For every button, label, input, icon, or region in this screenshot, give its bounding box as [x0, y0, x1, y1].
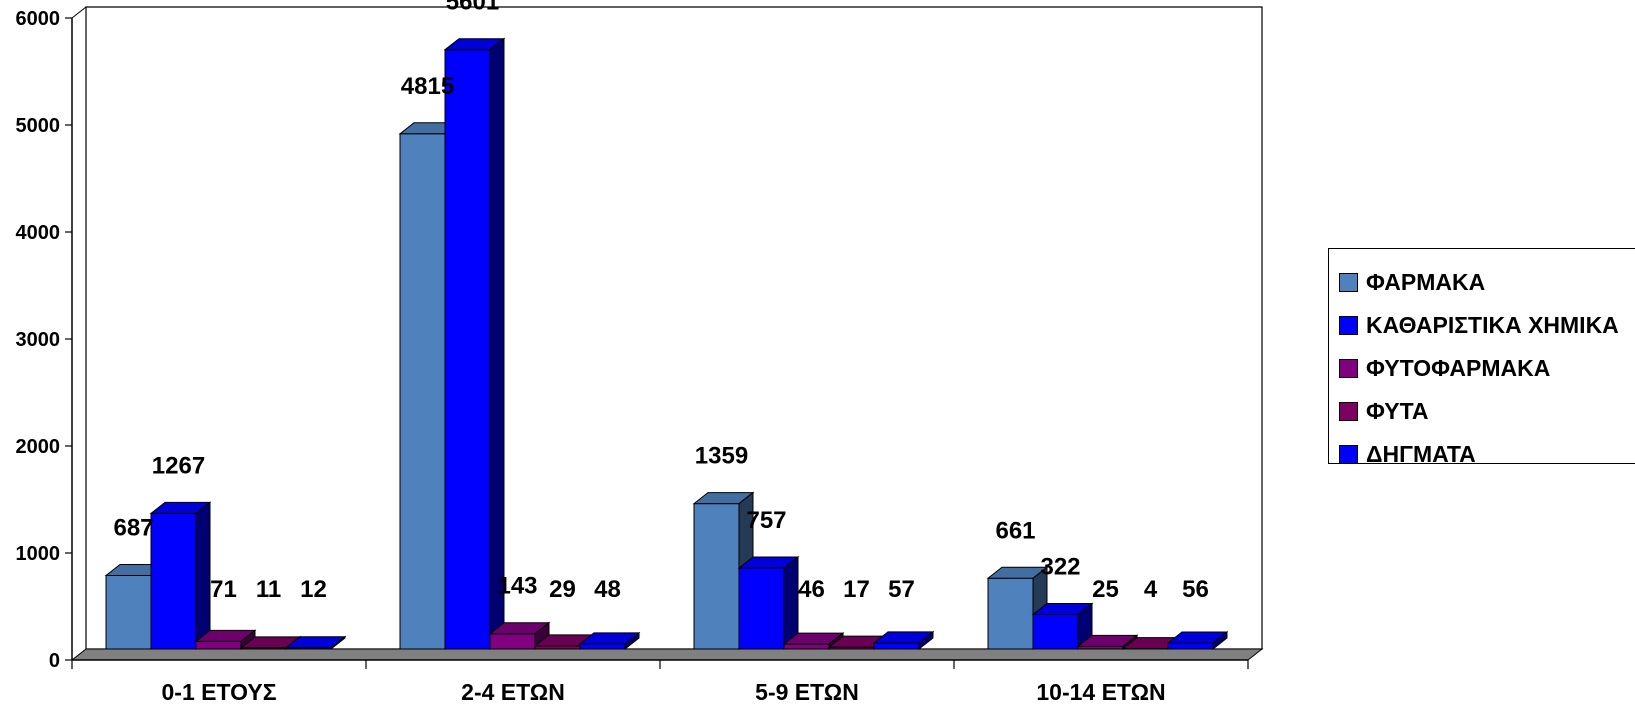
bar: [149, 501, 212, 651]
data-label: 1267: [152, 452, 205, 479]
legend-swatch: [1339, 445, 1358, 464]
bar: [872, 630, 935, 651]
bars: [104, 37, 1229, 651]
data-label: 143: [497, 573, 537, 600]
legend-swatch: [1339, 316, 1358, 335]
data-label: 322: [1040, 554, 1080, 581]
data-label: 56: [1182, 576, 1209, 603]
bar: [1031, 602, 1094, 651]
data-label: 57: [888, 576, 915, 603]
legend-swatch: [1339, 402, 1358, 421]
y-tick-label: 5000: [16, 115, 61, 137]
x-tick-label: 5-9 ΕΤΩΝ: [755, 679, 859, 705]
data-label: 4: [1144, 576, 1158, 603]
bar: [488, 621, 551, 651]
data-label: 11: [256, 576, 281, 603]
data-label: 661: [995, 517, 1035, 544]
bar: [737, 555, 800, 651]
data-label: 48: [594, 576, 621, 603]
legend-item: ΦΥΤΟΦΑΡΜΑΚΑ: [1339, 347, 1635, 390]
data-labels: 687 1267 71 11 12 4815 5601 143 29 48 1359 757 46 17 5…: [113, 0, 1208, 603]
legend-swatch: [1339, 273, 1358, 292]
x-tick-label: 2-4 ΕΤΩΝ: [461, 679, 565, 705]
data-label: 1359: [695, 443, 748, 470]
y-tick-label: 2000: [16, 436, 61, 458]
legend-item: ΔΗΓΜΑΤΑ: [1339, 433, 1635, 476]
data-label: 757: [746, 507, 786, 534]
bar: [1166, 630, 1229, 651]
data-label: 46: [798, 576, 825, 603]
bar: [284, 635, 347, 651]
data-label: 5601: [446, 0, 499, 16]
bar: [443, 37, 506, 651]
data-label: 71: [210, 576, 237, 603]
legend-label: ΚΑΘΑΡΙΣΤΙΚΑ ΧΗΜΙΚΑ: [1366, 312, 1619, 338]
data-label: 29: [549, 576, 576, 603]
data-label: 4815: [401, 73, 454, 100]
bar: [578, 631, 641, 651]
x-tick-label: 10-14 ΕΤΩΝ: [1036, 679, 1165, 705]
y-tick-label: 4000: [16, 222, 61, 244]
legend-item: ΦΥΤΑ: [1339, 390, 1635, 433]
chart-floor: [70, 6, 1264, 661]
y-tick-label: 6000: [16, 8, 61, 30]
y-tick-label: 1000: [16, 543, 61, 565]
y-tick-label: 3000: [16, 329, 61, 351]
axes: 0 1000 2000 3000 4000 5000 6000 0-1 ΕΤΟΥΣ 2-4 ΕΤ…: [16, 8, 1249, 705]
bar: [194, 629, 257, 651]
y-tick-label: 0: [49, 650, 60, 672]
legend-item: ΚΑΘΑΡΙΣΤΙΚΑ ΧΗΜΙΚΑ: [1339, 304, 1635, 347]
x-tick-label: 0-1 ΕΤΟΥΣ: [162, 679, 277, 705]
data-label: 687: [113, 514, 153, 541]
legend-label: ΦΑΡΜΑΚΑ: [1366, 269, 1486, 295]
data-label: 25: [1092, 576, 1119, 603]
data-label: 17: [843, 576, 870, 603]
legend-label: ΦΥΤΟΦΑΡΜΑΚΑ: [1366, 355, 1551, 381]
legend: ΦΑΡΜΑΚΑ ΚΑΘΑΡΙΣΤΙΚΑ ΧΗΜΙΚΑ ΦΥΤΟΦΑΡΜΑΚΑ ΦΥΤΑ…: [1328, 248, 1635, 467]
data-label: 12: [300, 576, 327, 603]
legend-label: ΔΗΓΜΑΤΑ: [1366, 441, 1476, 467]
legend-label: ΦΥΤΑ: [1366, 398, 1429, 424]
legend-swatch: [1339, 359, 1358, 378]
legend-item: ΦΑΡΜΑΚΑ: [1339, 261, 1635, 304]
